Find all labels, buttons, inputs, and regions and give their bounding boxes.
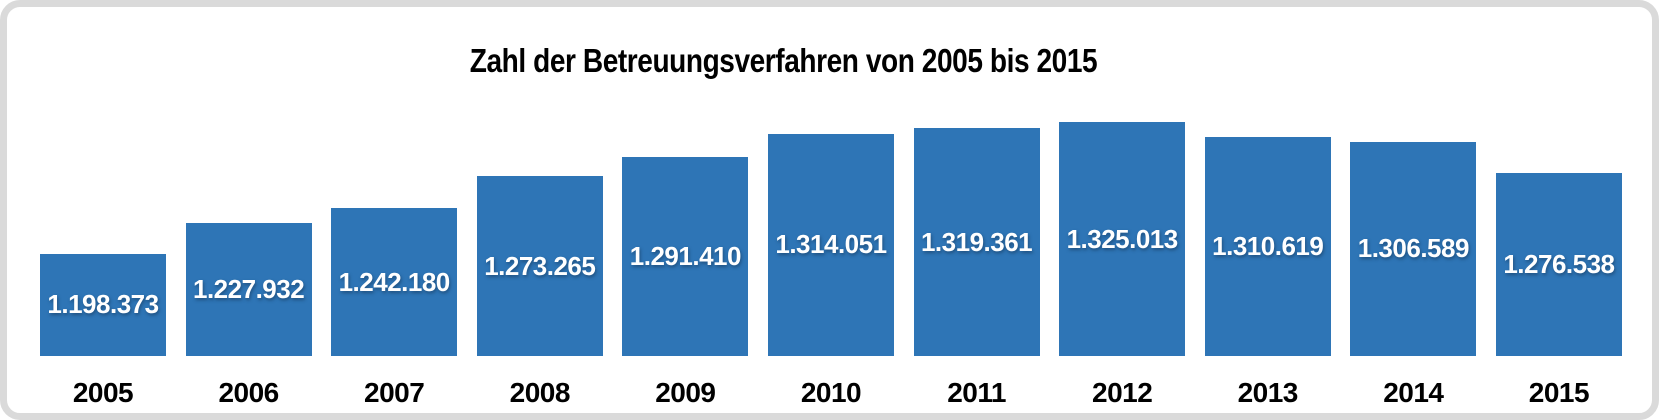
bar-2006: 1.227.932	[185, 223, 312, 356]
x-axis-tick-label: 2014	[1383, 377, 1444, 408]
bar-value-label: 1.273.265	[484, 250, 596, 281]
x-axis-tick-label: 2009	[655, 377, 716, 408]
chart-title: Zahl der Betreuungsverfahren von 2005 bi…	[469, 42, 1098, 79]
bar-2012: 1.325.013	[1059, 122, 1186, 356]
bar-value-label: 1.227.932	[193, 274, 305, 305]
bar-column: 1.306.589 2014	[1350, 112, 1477, 408]
bar-column: 1.319.361 2011	[913, 112, 1040, 408]
bar-2009: 1.291.410	[622, 157, 749, 356]
bar-value-label: 1.198.373	[47, 289, 159, 320]
bar-column: 1.276.538 2015	[1495, 112, 1622, 408]
bar-value-label: 1.276.538	[1503, 248, 1615, 279]
bar-column: 1.227.932 2006	[185, 112, 312, 408]
bar-column: 1.325.013 2012	[1059, 112, 1186, 408]
bar-column: 1.291.410 2009	[622, 112, 749, 408]
x-axis-tick-label: 2015	[1528, 377, 1590, 408]
bar-column: 1.198.373 2005	[40, 112, 166, 408]
bar-column: 1.314.051 2010	[767, 112, 894, 408]
bar-value-label: 1.242.180	[338, 266, 451, 297]
bar-2010: 1.314.051	[767, 133, 894, 356]
bar-value-label: 1.314.051	[775, 229, 887, 260]
x-axis-tick-label: 2012	[1092, 377, 1153, 408]
x-axis-tick-label: 2011	[947, 377, 1006, 408]
bar-2007: 1.242.180	[331, 208, 458, 356]
bar-2013: 1.310.619	[1204, 137, 1331, 356]
bar-value-label: 1.325.013	[1066, 223, 1179, 254]
bar-column: 1.242.180 2007	[331, 112, 458, 408]
bar-column: 1.310.619 2013	[1204, 112, 1331, 408]
bar-value-label: 1.310.619	[1212, 231, 1324, 262]
x-axis-tick-label: 2005	[72, 377, 134, 408]
x-axis-tick-label: 2006	[218, 377, 279, 408]
x-axis-tick-label: 2013	[1237, 377, 1299, 408]
plot-area: 1.198.373 2005 1.227.932 2006 1.242.180 2007 1…	[40, 112, 1622, 408]
bar-2005: 1.198.373	[40, 253, 166, 356]
bar-2008: 1.273.265	[476, 176, 603, 356]
bar-value-label: 1.291.410	[629, 241, 742, 272]
x-axis-tick-label: 2008	[509, 377, 571, 408]
bar-value-label: 1.306.589	[1357, 233, 1470, 264]
bar-column: 1.273.265 2008	[476, 112, 603, 408]
x-axis-tick-label: 2010	[800, 377, 862, 408]
bar-2011: 1.319.361	[913, 128, 1040, 356]
bar-value-label: 1.319.361	[920, 226, 1033, 257]
bar-2014: 1.306.589	[1350, 141, 1477, 356]
x-axis-tick-label: 2007	[364, 377, 425, 408]
bar-2015: 1.276.538	[1495, 172, 1622, 356]
